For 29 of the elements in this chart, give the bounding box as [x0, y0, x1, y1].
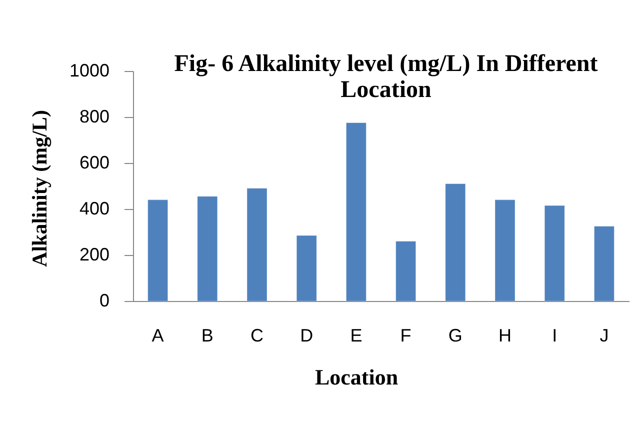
y-tick-label: 200 — [79, 244, 110, 264]
x-axis-title: Location — [314, 364, 398, 390]
x-tick-label: E — [350, 326, 362, 346]
x-tick-label: B — [201, 326, 214, 346]
x-tick-label: H — [498, 326, 512, 346]
bar — [346, 122, 366, 302]
chart-title: Fig- 6 Alkalinity level (mg/L) In Different Location — [174, 51, 598, 103]
x-tick-label: I — [552, 326, 558, 346]
y-tick-label: 800 — [79, 106, 110, 126]
x-tick-label: D — [300, 326, 314, 346]
bar — [594, 226, 614, 302]
bar — [544, 205, 565, 302]
x-tick-label: G — [448, 326, 462, 346]
bar — [246, 188, 268, 302]
bar — [396, 240, 416, 302]
y-axis-title: Alkalinity (mg/L) — [28, 110, 52, 267]
y-tick-label: 1000 — [69, 60, 110, 80]
bar — [148, 200, 168, 302]
bar — [197, 196, 218, 302]
x-tick-label: A — [152, 326, 164, 346]
bar — [445, 183, 466, 302]
x-tick-label: F — [400, 326, 412, 346]
bar — [296, 235, 317, 302]
x-tick-label: C — [250, 326, 264, 346]
y-tick-label: 400 — [79, 198, 110, 218]
x-tick-label: J — [600, 326, 609, 346]
bar — [494, 200, 516, 302]
y-tick-label: 0 — [99, 290, 110, 310]
y-tick-label: 600 — [79, 152, 110, 172]
